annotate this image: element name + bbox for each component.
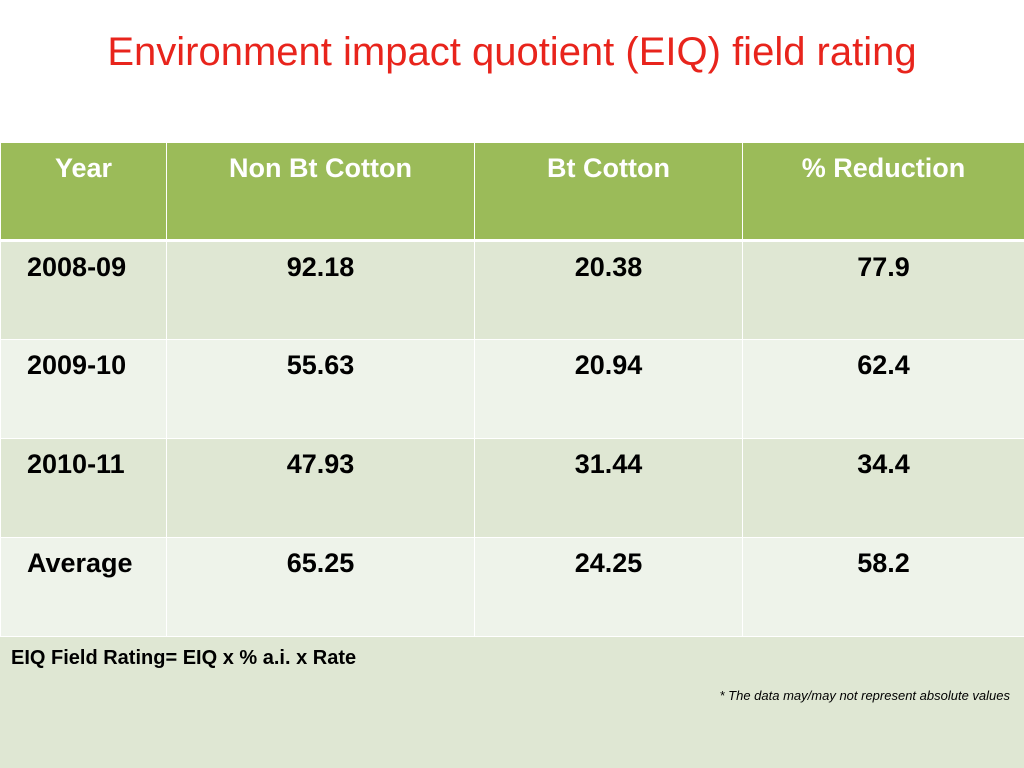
disclaimer-note: * The data may/may not represent absolut… xyxy=(719,688,1011,703)
table-footer-band xyxy=(0,637,1024,768)
cell-bt-cotton: 31.44 xyxy=(474,438,743,538)
cell-non-bt-cotton: 65.25 xyxy=(166,537,475,637)
cell-percent-reduction: 62.4 xyxy=(742,339,1024,439)
cell-year: 2010-11 xyxy=(0,438,167,538)
cell-year: 2009-10 xyxy=(0,339,167,439)
cell-bt-cotton: 24.25 xyxy=(474,537,743,637)
cell-bt-cotton: 20.38 xyxy=(474,240,743,340)
slide-title: Environment impact quotient (EIQ) field … xyxy=(107,30,917,74)
table-row: 2010-11 47.93 31.44 34.4 xyxy=(0,438,1024,538)
table-header-row: Year Non Bt Cotton Bt Cotton % Reduction xyxy=(0,142,1024,241)
cell-year: Average xyxy=(0,537,167,637)
header-non-bt-cotton: Non Bt Cotton xyxy=(166,142,475,241)
cell-non-bt-cotton: 55.63 xyxy=(166,339,475,439)
table-row: 2009-10 55.63 20.94 62.4 xyxy=(0,339,1024,439)
cell-percent-reduction: 58.2 xyxy=(742,537,1024,637)
cell-percent-reduction: 34.4 xyxy=(742,438,1024,538)
eiq-table: Year Non Bt Cotton Bt Cotton % Reduction… xyxy=(0,142,1024,637)
cell-bt-cotton: 20.94 xyxy=(474,339,743,439)
cell-non-bt-cotton: 92.18 xyxy=(166,240,475,340)
header-percent-reduction: % Reduction xyxy=(742,142,1024,241)
cell-non-bt-cotton: 47.93 xyxy=(166,438,475,538)
header-bt-cotton: Bt Cotton xyxy=(474,142,743,241)
formula-note: EIQ Field Rating= EIQ x % a.i. x Rate xyxy=(11,647,357,669)
cell-year: 2008-09 xyxy=(0,240,167,340)
header-year: Year xyxy=(0,142,167,241)
cell-percent-reduction: 77.9 xyxy=(742,240,1024,340)
table-row: Average 65.25 24.25 58.2 xyxy=(0,537,1024,637)
table-row: 2008-09 92.18 20.38 77.9 xyxy=(0,240,1024,340)
